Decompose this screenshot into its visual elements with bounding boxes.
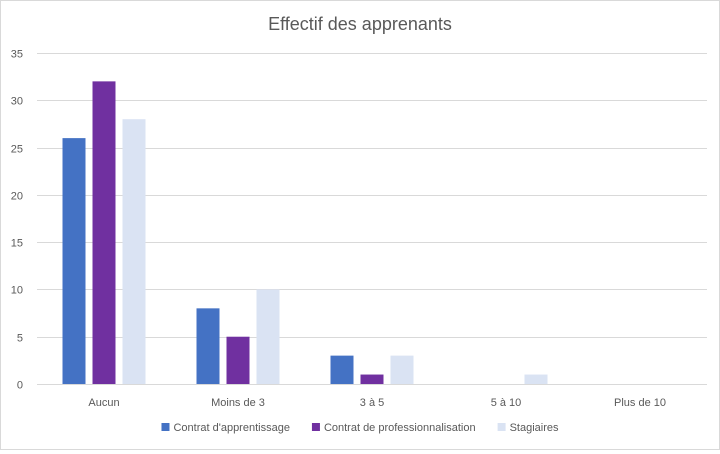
bar-1-0 <box>196 308 220 384</box>
bar-2-0 <box>330 355 354 384</box>
x-tick-label: Aucun <box>88 397 119 409</box>
gridlines <box>37 53 707 338</box>
bar-0-0 <box>62 138 86 384</box>
bar-1-2 <box>256 289 280 384</box>
chart-title: Effectif des apprenants <box>268 14 452 34</box>
legend: Contrat d'apprentissage Contrat de profes… <box>161 422 559 434</box>
legend-swatch <box>497 423 506 431</box>
bar-0-2 <box>122 119 146 384</box>
x-tick-label: 3 à 5 <box>360 397 384 409</box>
x-axis-tick-labels: Aucun Moins de 3 3 à 5 5 à 10 Plus de 10 <box>88 397 666 409</box>
bar-2-2 <box>390 355 414 384</box>
bar-2-1 <box>360 374 384 384</box>
legend-swatch <box>161 423 170 431</box>
y-tick-label: 10 <box>11 285 23 297</box>
bar-1-1 <box>226 336 250 384</box>
x-tick-label: 5 à 10 <box>491 397 522 409</box>
legend-item: Contrat d'apprentissage <box>161 422 290 434</box>
bar-0-1 <box>92 81 116 384</box>
y-tick-label: 20 <box>11 191 23 203</box>
legend-item: Stagiaires <box>497 422 559 434</box>
bars <box>62 81 548 384</box>
bar-3-2 <box>524 374 548 384</box>
legend-label: Contrat d'apprentissage <box>173 422 289 434</box>
y-tick-label: 35 <box>11 49 23 61</box>
y-tick-label: 15 <box>11 238 23 250</box>
x-tick-label: Plus de 10 <box>614 397 666 409</box>
y-tick-label: 0 <box>17 380 23 392</box>
y-tick-label: 5 <box>17 333 23 345</box>
legend-item: Contrat de professionnalisation <box>311 422 476 434</box>
x-tick-label: Moins de 3 <box>211 397 265 409</box>
y-axis-tick-labels: 0 5 10 15 20 25 30 35 <box>11 49 23 392</box>
legend-label: Contrat de professionnalisation <box>324 422 476 434</box>
legend-swatch <box>311 423 320 431</box>
legend-label: Stagiaires <box>510 422 559 434</box>
y-tick-label: 25 <box>11 144 23 156</box>
y-tick-label: 30 <box>11 96 23 108</box>
